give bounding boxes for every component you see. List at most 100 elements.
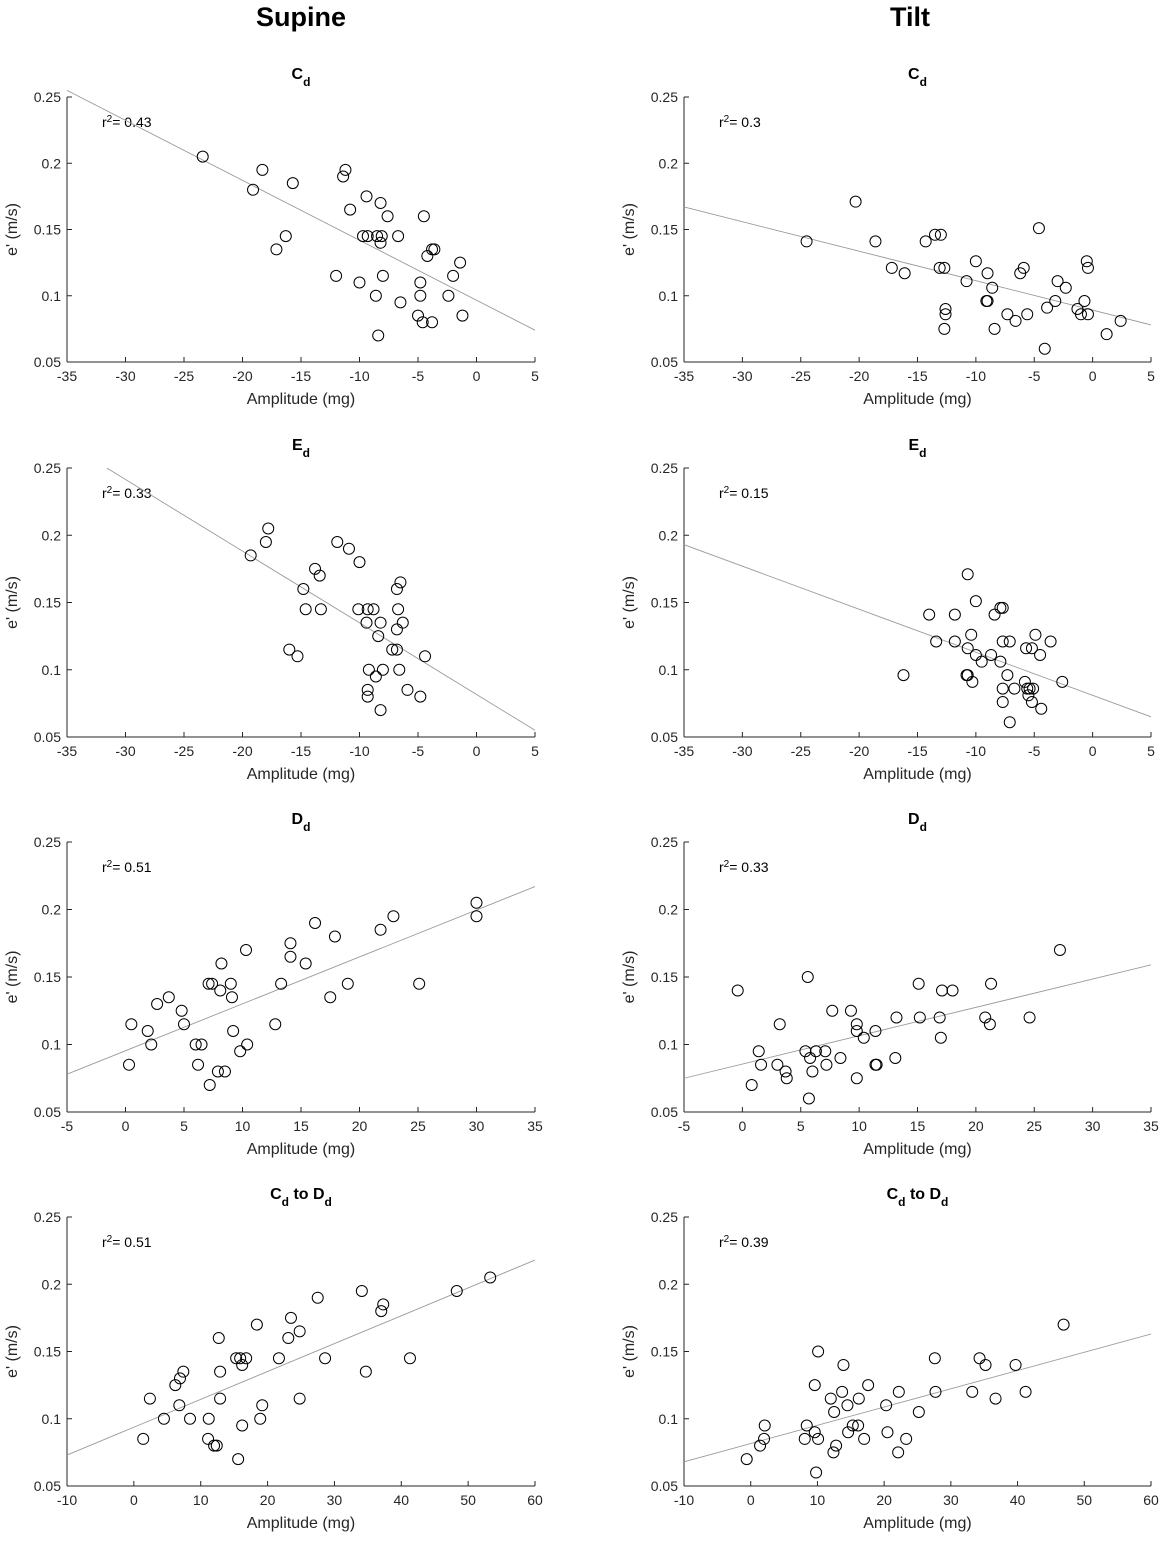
data-point: [1027, 682, 1040, 695]
y-tick-label: 0.1: [659, 1411, 679, 1427]
data-point: [933, 261, 946, 274]
data-point: [390, 583, 403, 596]
y-axis-label: e' (m/s): [4, 576, 21, 629]
y-axis-label: e' (m/s): [4, 951, 21, 1004]
data-point: [740, 1453, 753, 1466]
x-tick-label: -30: [732, 743, 752, 759]
r-squared-value: = 0.39: [729, 1234, 769, 1250]
r-squared-value: = 0.51: [112, 1234, 152, 1250]
data-point: [416, 316, 429, 329]
data-point: [938, 261, 951, 274]
data-point: [928, 1352, 941, 1365]
data-point: [881, 1426, 894, 1439]
data-point: [898, 267, 911, 280]
superscript-2: 2: [107, 859, 113, 870]
data-point: [282, 1332, 295, 1345]
superscript-2: 2: [724, 1234, 730, 1245]
data-point: [870, 1058, 883, 1071]
data-point: [173, 1372, 186, 1385]
x-tick-label: 50: [1076, 1492, 1092, 1508]
data-point: [372, 630, 385, 643]
data-point: [143, 1392, 156, 1405]
data-point: [393, 663, 406, 676]
data-point: [1041, 301, 1054, 314]
data-point: [331, 535, 344, 548]
data-point: [1078, 295, 1091, 308]
data-point: [841, 1399, 854, 1412]
data-point: [244, 549, 257, 562]
y-tick-label: 0.2: [659, 527, 679, 543]
subplot-2: -35 -30 -25 -20 -15 -10 -5 0 5 0.05 0.1 0.15 0.2 0.25…: [621, 66, 1155, 408]
data-point: [355, 1284, 368, 1297]
data-point: [361, 230, 374, 243]
data-point: [412, 309, 424, 322]
data-point: [454, 256, 467, 269]
y-tick-label: 0.15: [34, 969, 61, 985]
data-point: [1081, 308, 1094, 321]
y-tick-label: 0.25: [34, 460, 61, 476]
data-point: [812, 1345, 825, 1358]
x-tick-label: -35: [57, 743, 77, 759]
data-point: [936, 984, 949, 997]
data-point: [145, 1038, 158, 1051]
x-axis-label: Amplitude (mg): [863, 766, 971, 783]
data-point: [374, 236, 387, 249]
data-point: [889, 1052, 902, 1064]
data-point: [293, 1392, 306, 1405]
data-point: [259, 535, 272, 548]
data-point: [1023, 1011, 1036, 1024]
data-point: [892, 1446, 905, 1459]
data-point: [376, 663, 389, 676]
data-point: [214, 1365, 227, 1378]
title-text: C: [270, 1186, 282, 1203]
data-point: [224, 977, 237, 990]
data-point: [283, 643, 296, 656]
data-point: [414, 289, 427, 302]
data-point: [360, 190, 373, 203]
data-point: [979, 1358, 992, 1371]
data-point: [819, 1045, 832, 1058]
data-point: [892, 1385, 905, 1398]
x-tick-label: 30: [1085, 1118, 1101, 1134]
y-tick-label: 0.2: [659, 155, 679, 171]
data-point: [929, 1385, 942, 1398]
data-point: [961, 568, 974, 581]
data-point: [969, 255, 982, 268]
data-point: [202, 1412, 215, 1425]
x-tick-label: -20: [849, 368, 869, 384]
x-tick-label: -15: [907, 368, 927, 384]
data-point: [1035, 702, 1048, 715]
data-point: [419, 650, 432, 663]
data-point: [311, 1291, 324, 1304]
x-tick-label: 0: [130, 1492, 138, 1508]
data-point: [1049, 295, 1062, 308]
data-point: [360, 616, 373, 629]
data-point: [234, 1352, 247, 1365]
data-point: [837, 1358, 850, 1371]
x-tick-label: 5: [1147, 368, 1155, 384]
regression-line: [106, 467, 536, 731]
data-point: [374, 704, 387, 717]
y-tick-label: 0.15: [34, 222, 61, 238]
title-text: C: [887, 1186, 899, 1203]
data-point: [1032, 222, 1045, 235]
r-squared-annotation: r2= 0.33: [719, 859, 769, 876]
data-point: [442, 289, 455, 302]
data-point: [196, 150, 209, 163]
subplot-title: Cd: [908, 66, 927, 89]
data-point: [394, 576, 407, 589]
data-point: [802, 1092, 815, 1105]
data-point: [341, 977, 354, 990]
data-point: [470, 896, 483, 909]
data-point: [1100, 328, 1113, 341]
x-tick-label: -35: [674, 368, 694, 384]
r-squared-annotation: r2= 0.43: [102, 114, 152, 131]
data-point: [275, 977, 288, 990]
y-tick-label: 0.25: [651, 1209, 678, 1225]
subplot-5: -5 0 5 10 15 20 25 30 35 0.05 0.1 0.15 0.2 0.25 Amplit…: [4, 811, 543, 1158]
data-point: [426, 316, 439, 329]
data-point: [1018, 675, 1031, 688]
data-point: [195, 1038, 208, 1051]
data-point: [392, 230, 405, 243]
data-point: [381, 210, 394, 223]
